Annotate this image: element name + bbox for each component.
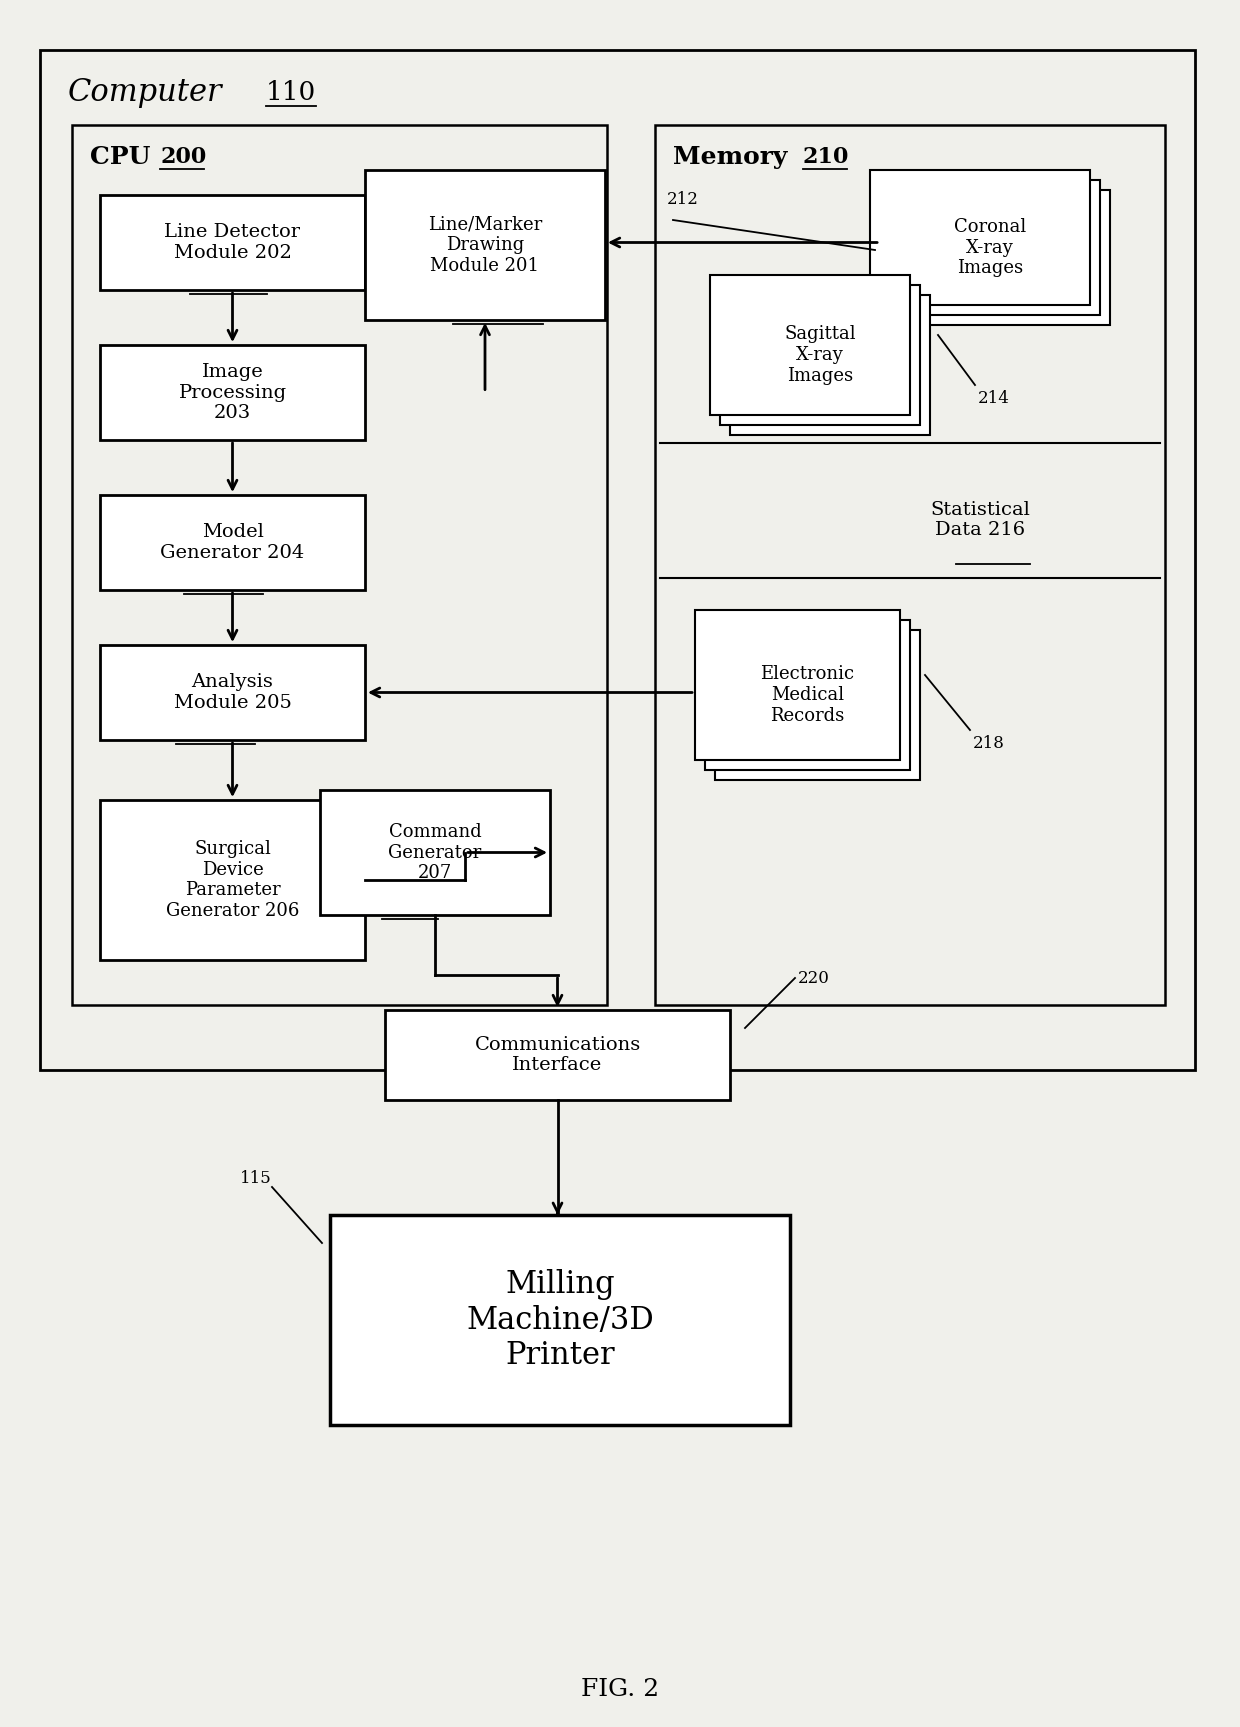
Text: 218: 218 — [973, 736, 1004, 751]
Text: Image
Processing
203: Image Processing 203 — [179, 363, 286, 423]
Text: 210: 210 — [804, 147, 849, 168]
Text: Electronic
Medical
Records: Electronic Medical Records — [760, 665, 854, 725]
FancyBboxPatch shape — [694, 610, 900, 760]
Text: Sagittal
X-ray
Images: Sagittal X-ray Images — [784, 325, 856, 385]
Text: 200: 200 — [160, 147, 206, 168]
Text: 115: 115 — [241, 1169, 272, 1186]
FancyBboxPatch shape — [655, 124, 1166, 1005]
Text: Surgical
Device
Parameter
Generator 206: Surgical Device Parameter Generator 206 — [166, 839, 299, 920]
Text: Memory: Memory — [673, 145, 787, 169]
FancyBboxPatch shape — [100, 195, 365, 290]
Text: Computer: Computer — [68, 76, 223, 107]
FancyBboxPatch shape — [100, 345, 365, 440]
FancyBboxPatch shape — [40, 50, 1195, 1071]
Text: Line/Marker
Drawing
Module 201: Line/Marker Drawing Module 201 — [428, 216, 542, 275]
Text: 212: 212 — [667, 192, 699, 207]
FancyBboxPatch shape — [730, 295, 930, 435]
Text: Communications
Interface: Communications Interface — [475, 1036, 641, 1074]
Text: Milling
Machine/3D
Printer: Milling Machine/3D Printer — [466, 1269, 653, 1371]
FancyBboxPatch shape — [100, 496, 365, 591]
FancyBboxPatch shape — [715, 630, 920, 781]
FancyBboxPatch shape — [890, 190, 1110, 325]
Text: CPU: CPU — [91, 145, 150, 169]
FancyBboxPatch shape — [100, 644, 365, 739]
Text: Line Detector
Module 202: Line Detector Module 202 — [165, 223, 300, 263]
Text: Coronal
X-ray
Images: Coronal X-ray Images — [954, 218, 1027, 278]
FancyBboxPatch shape — [100, 800, 365, 960]
Text: Model
Generator 204: Model Generator 204 — [160, 523, 305, 561]
FancyBboxPatch shape — [880, 180, 1100, 314]
Text: Command
Generator
207: Command Generator 207 — [388, 822, 481, 882]
Text: 110: 110 — [267, 79, 316, 105]
Text: 220: 220 — [799, 971, 830, 988]
FancyBboxPatch shape — [320, 789, 551, 915]
Text: Statistical
Data 216: Statistical Data 216 — [930, 501, 1030, 539]
FancyBboxPatch shape — [365, 169, 605, 319]
Text: 214: 214 — [978, 390, 1009, 408]
FancyBboxPatch shape — [870, 169, 1090, 306]
FancyBboxPatch shape — [711, 275, 910, 414]
FancyBboxPatch shape — [706, 620, 910, 770]
Text: Analysis
Module 205: Analysis Module 205 — [174, 674, 291, 712]
FancyBboxPatch shape — [72, 124, 608, 1005]
FancyBboxPatch shape — [384, 1010, 730, 1100]
FancyBboxPatch shape — [720, 285, 920, 425]
Text: FIG. 2: FIG. 2 — [580, 1679, 660, 1701]
FancyBboxPatch shape — [330, 1216, 790, 1425]
